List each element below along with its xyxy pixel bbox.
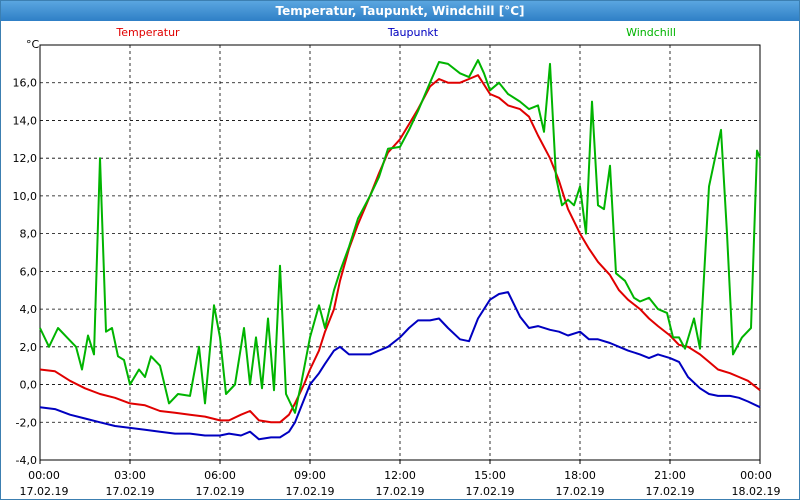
legend-taupunkt: Taupunkt [387, 26, 439, 39]
x-tick-time: 06:00 [204, 469, 236, 482]
chart-title: Temperatur, Taupunkt, Windchill [°C] [1, 1, 799, 21]
y-tick-label: 8,0 [20, 228, 38, 241]
x-tick-time: 00:00 [740, 469, 772, 482]
x-tick-time: 15:00 [474, 469, 506, 482]
y-tick-label: -4,0 [16, 454, 37, 467]
y-axis-ticks: -4,0 -2,0 0,0 2,0 4,0 6,0 8,0 10,0 12,0 14,0 16,0 [13, 77, 38, 467]
series-line-windchill [39, 59, 761, 414]
x-tick-date: 17.02.19 [466, 485, 515, 498]
legend-windchill: Windchill [626, 26, 676, 39]
x-axis-ticks: 00:00 17.02.19 03:00 17.02.19 06:00 17.02.19 0… [20, 460, 781, 498]
x-tick-date: 17.02.19 [646, 485, 695, 498]
x-tick-date: 17.02.19 [196, 485, 245, 498]
x-tick-time: 21:00 [654, 469, 686, 482]
y-axis-unit-label: °C [26, 38, 40, 51]
legend: Temperatur Taupunkt Windchill [115, 26, 676, 39]
x-tick-time: 18:00 [564, 469, 596, 482]
x-tick-date: 17.02.19 [286, 485, 335, 498]
plot-area [39, 44, 761, 461]
legend-temperatur: Temperatur [115, 26, 180, 39]
x-tick-time: 12:00 [384, 469, 416, 482]
series-lines [39, 59, 761, 441]
series-line-taupunkt [39, 291, 761, 441]
y-tick-label: 2,0 [20, 341, 38, 354]
y-tick-label: 16,0 [13, 77, 38, 90]
x-tick-date: 17.02.19 [376, 485, 425, 498]
y-tick-label: 14,0 [13, 114, 38, 127]
x-tick-date: 18.02.19 [732, 485, 781, 498]
x-tick-time: 09:00 [294, 469, 326, 482]
y-tick-label: 4,0 [20, 303, 38, 316]
x-tick-time: 00:00 [28, 469, 60, 482]
x-tick-date: 17.02.19 [106, 485, 155, 498]
x-tick-date: 17.02.19 [556, 485, 605, 498]
y-tick-label: 6,0 [20, 265, 38, 278]
y-tick-label: 10,0 [13, 190, 38, 203]
x-tick-time: 03:00 [114, 469, 146, 482]
x-tick-date: 17.02.19 [20, 485, 69, 498]
y-tick-label: -2,0 [16, 416, 37, 429]
y-tick-label: 0,0 [20, 379, 38, 392]
y-tick-label: 12,0 [13, 152, 38, 165]
